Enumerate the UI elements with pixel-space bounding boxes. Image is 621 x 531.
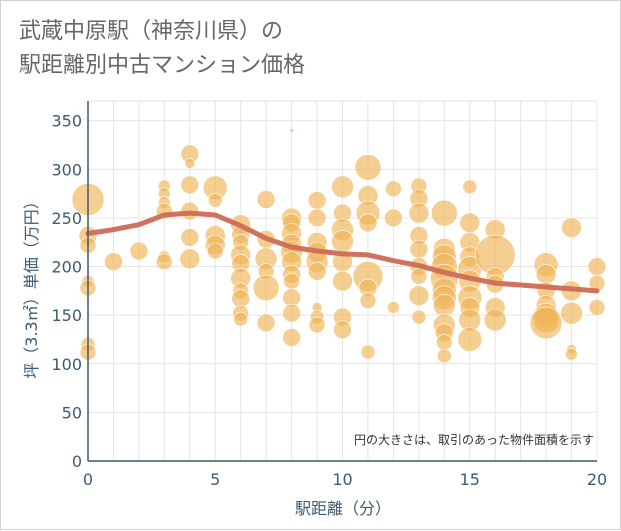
- data-bubble: [387, 301, 400, 314]
- data-bubble: [289, 128, 294, 133]
- data-bubble: [483, 308, 507, 332]
- x-tick-label: 0: [83, 470, 93, 489]
- data-bubble: [410, 267, 428, 285]
- y-tick-label: 0: [72, 452, 82, 471]
- data-bubble: [180, 175, 200, 195]
- x-tick-label: 10: [332, 470, 352, 489]
- data-bubble: [561, 217, 582, 238]
- data-bubble: [331, 175, 354, 199]
- data-bubble: [354, 154, 382, 181]
- data-bubble: [358, 213, 378, 233]
- y-tick-label: 350: [51, 112, 82, 131]
- data-bubble: [207, 242, 224, 260]
- data-bubble: [283, 272, 300, 290]
- chart-title-line-1: 武蔵中原駅（神奈川県）の: [19, 19, 284, 44]
- data-bubble: [208, 193, 223, 208]
- data-bubble: [307, 262, 327, 281]
- data-bubble: [459, 212, 481, 234]
- x-tick-label: 15: [460, 470, 480, 489]
- data-bubble: [179, 248, 201, 270]
- data-bubble: [435, 334, 453, 351]
- data-bubble: [384, 208, 403, 228]
- data-bubble: [184, 158, 196, 169]
- data-bubble: [331, 230, 354, 253]
- x-tick-label: 20: [587, 470, 607, 489]
- y-tick-label: 300: [51, 160, 82, 179]
- axis-layer: [87, 101, 597, 462]
- data-bubble: [282, 303, 301, 323]
- chart-title-line-2: 駅距離別中古マンション価格: [19, 53, 306, 78]
- x-axis-label: 駅距離（分）: [295, 499, 391, 518]
- data-bubble: [360, 344, 376, 360]
- data-bubble: [432, 294, 456, 317]
- data-bubble: [430, 199, 458, 227]
- x-tick-label: 5: [210, 470, 220, 489]
- data-bubble: [308, 316, 326, 334]
- data-bubble: [156, 253, 173, 271]
- data-bubble: [529, 306, 563, 340]
- data-bubble: [233, 311, 248, 327]
- data-bubble: [457, 327, 483, 352]
- data-bubble: [282, 328, 301, 347]
- data-bubble: [256, 313, 276, 333]
- data-bubble: [411, 309, 427, 325]
- y-tick-label: 100: [51, 355, 82, 374]
- data-bubble: [359, 292, 377, 309]
- data-bubble: [560, 301, 583, 325]
- data-bubble: [565, 347, 578, 361]
- size-annotation: 円の大きさは、取引のあった物件面積を示す: [354, 432, 594, 447]
- data-bubble: [535, 263, 557, 285]
- y-tick-label: 50: [62, 403, 82, 422]
- data-bubble: [385, 180, 402, 198]
- data-bubble: [256, 190, 276, 209]
- y-axis-label: 坪（3.3㎡）単価（万円）: [22, 193, 41, 378]
- data-bubble: [587, 257, 607, 276]
- trend-layer: [85, 210, 600, 294]
- data-bubble: [333, 320, 352, 340]
- bubble-layer: [71, 128, 607, 364]
- data-bubble: [588, 299, 606, 316]
- data-bubble: [129, 241, 149, 261]
- data-bubble: [408, 285, 430, 307]
- data-bubble: [252, 274, 280, 302]
- data-bubble: [264, 168, 268, 171]
- data-bubble: [307, 208, 327, 228]
- y-tick-label: 150: [51, 306, 82, 325]
- tick-layer: 0 50 100 150 200 250 300 350 0 5 10 15 20: [51, 112, 607, 489]
- data-bubble: [332, 270, 353, 292]
- data-bubble: [231, 289, 250, 308]
- trend-line: [85, 210, 600, 294]
- data-bubble: [307, 191, 327, 210]
- y-tick-label: 200: [51, 258, 82, 277]
- data-bubble: [104, 252, 123, 272]
- data-bubble: [436, 348, 452, 364]
- chart-title: 武蔵中原駅（神奈川県）の 駅距離別中古マンション価格: [19, 15, 305, 83]
- data-bubble: [462, 179, 478, 195]
- data-bubble: [409, 239, 429, 259]
- y-tick-label: 250: [51, 209, 82, 228]
- data-bubble: [180, 228, 200, 247]
- data-bubble: [408, 202, 430, 224]
